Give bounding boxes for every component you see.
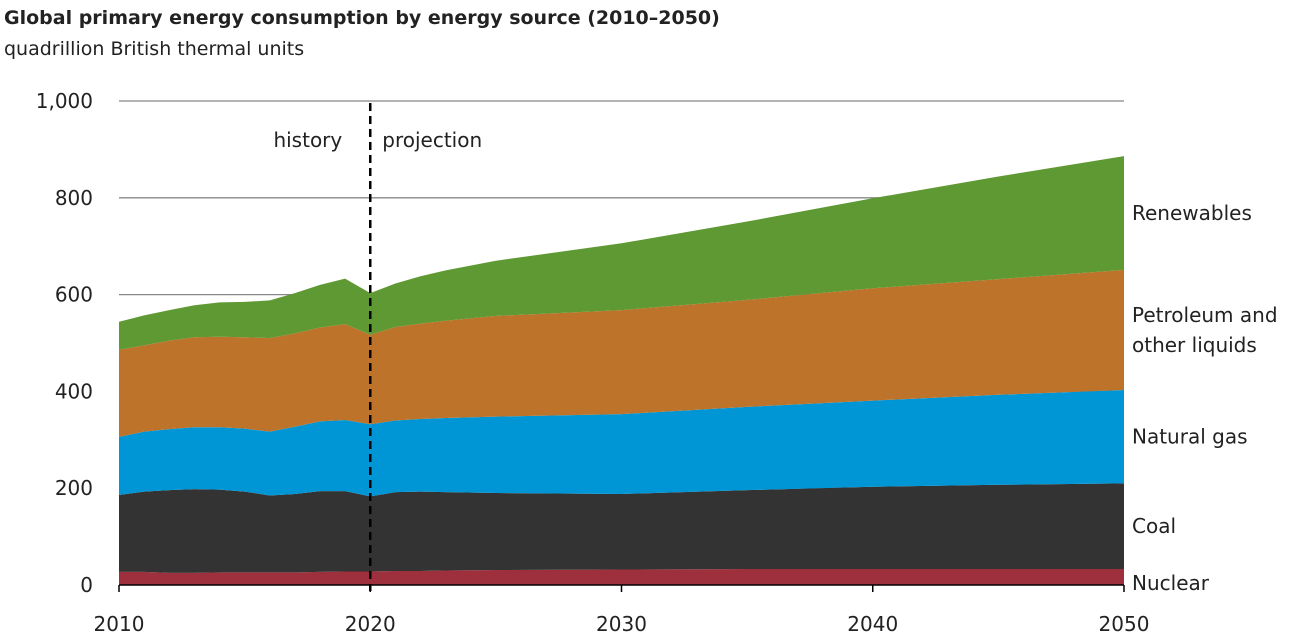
area-series — [119, 156, 1124, 585]
y-tick-label: 0 — [80, 573, 93, 597]
x-tick-label: 2010 — [94, 612, 145, 636]
projection-label: projection — [382, 128, 482, 152]
y-tick-label: 400 — [55, 379, 93, 403]
area-coal — [119, 483, 1124, 573]
x-tick-label: 2030 — [596, 612, 647, 636]
series-label: Coal — [1132, 514, 1176, 538]
y-tick-label: 600 — [55, 283, 93, 307]
series-label: Renewables — [1132, 201, 1252, 225]
y-tick-label: 1,000 — [36, 89, 93, 113]
series-label: Natural gas — [1132, 425, 1248, 449]
y-tick-label: 800 — [55, 186, 93, 210]
series-label: Petroleum and — [1132, 303, 1278, 327]
series-labels: Nuclear Coal Natural gas Petroleum and other… — [1132, 201, 1278, 595]
chart-title: Global primary energy consumption by ene… — [4, 7, 720, 29]
x-tick-label: 2020 — [345, 612, 396, 636]
chart-subtitle: quadrillion British thermal units — [4, 38, 304, 60]
series-label: other liquids — [1132, 333, 1257, 357]
y-tick-label: 200 — [55, 476, 93, 500]
x-tick-label: 2040 — [847, 612, 898, 636]
axes: 0 200 400 600 800 1,000 2010 2020 2030 2040 2050 — [36, 89, 1150, 636]
x-tick-label: 2050 — [1099, 612, 1150, 636]
history-label: history — [273, 128, 342, 152]
series-label: Nuclear — [1132, 571, 1210, 595]
